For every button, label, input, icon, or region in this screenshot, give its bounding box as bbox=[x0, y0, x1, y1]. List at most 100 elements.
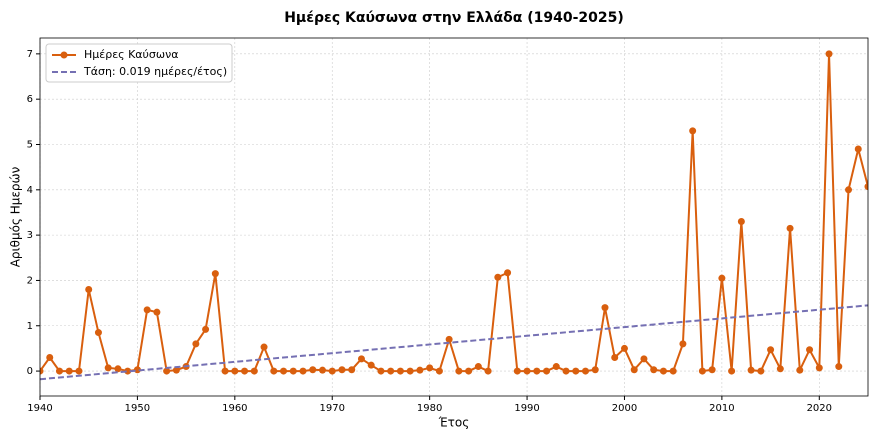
point bbox=[864, 183, 868, 191]
point bbox=[328, 367, 336, 375]
chart-title: Ημέρες Καύσωνα στην Ελλάδα (1940-2025) bbox=[284, 10, 624, 26]
point bbox=[504, 269, 512, 277]
x-tick-label: 1940 bbox=[27, 403, 52, 414]
x-tick-label: 2020 bbox=[807, 403, 832, 414]
point bbox=[552, 363, 560, 371]
point bbox=[94, 329, 102, 337]
point bbox=[601, 304, 609, 312]
point bbox=[806, 346, 814, 354]
point bbox=[669, 367, 677, 375]
point bbox=[65, 367, 73, 375]
point bbox=[367, 361, 375, 369]
point bbox=[796, 366, 804, 374]
point bbox=[396, 367, 404, 375]
point bbox=[689, 127, 697, 135]
point bbox=[611, 353, 619, 361]
point bbox=[533, 367, 541, 375]
point bbox=[172, 366, 180, 374]
x-tick-label: 1980 bbox=[417, 403, 442, 414]
x-tick-label: 1990 bbox=[514, 403, 539, 414]
point bbox=[192, 340, 200, 348]
point bbox=[85, 286, 93, 294]
point bbox=[786, 224, 794, 232]
point bbox=[280, 367, 288, 375]
point bbox=[241, 367, 249, 375]
x-axis-label: Έτος bbox=[438, 416, 470, 430]
point bbox=[377, 367, 385, 375]
legend-label: Ημέρες Καύσωνα bbox=[84, 48, 179, 61]
point bbox=[202, 325, 210, 333]
point bbox=[357, 355, 365, 363]
x-tick-label: 2000 bbox=[612, 403, 637, 414]
point bbox=[221, 367, 229, 375]
point bbox=[718, 274, 726, 282]
point bbox=[338, 366, 346, 374]
y-tick-label: 6 bbox=[27, 94, 33, 105]
point bbox=[416, 366, 424, 374]
point bbox=[445, 335, 453, 343]
y-axis-label: Αριθμός Ημερών bbox=[9, 166, 23, 267]
x-tick-label: 2010 bbox=[709, 403, 734, 414]
point bbox=[728, 367, 736, 375]
point bbox=[46, 353, 54, 361]
point bbox=[591, 366, 599, 374]
point bbox=[679, 340, 687, 348]
y-tick-label: 1 bbox=[27, 321, 33, 332]
x-tick-label: 1950 bbox=[125, 403, 150, 414]
y-tick-label: 2 bbox=[27, 275, 33, 286]
point bbox=[318, 366, 326, 374]
point bbox=[757, 367, 765, 375]
point bbox=[835, 363, 843, 371]
point bbox=[659, 367, 667, 375]
point bbox=[630, 366, 638, 374]
point bbox=[650, 366, 658, 374]
y-tick-label: 5 bbox=[27, 139, 33, 150]
point bbox=[114, 365, 122, 373]
point bbox=[582, 367, 590, 375]
point bbox=[562, 367, 570, 375]
point bbox=[776, 365, 784, 373]
point bbox=[143, 306, 151, 314]
point bbox=[40, 367, 44, 375]
point bbox=[484, 367, 492, 375]
point bbox=[231, 367, 239, 375]
point bbox=[163, 367, 171, 375]
point bbox=[640, 355, 648, 363]
point bbox=[698, 367, 706, 375]
point bbox=[455, 367, 463, 375]
point bbox=[620, 344, 628, 352]
x-tick-label: 1960 bbox=[222, 403, 247, 414]
legend-box bbox=[45, 43, 233, 83]
y-tick-label: 0 bbox=[27, 366, 33, 377]
point bbox=[513, 367, 521, 375]
point bbox=[767, 346, 775, 354]
point bbox=[845, 186, 853, 194]
point bbox=[465, 367, 473, 375]
series-line bbox=[40, 304, 868, 381]
point bbox=[124, 367, 132, 375]
legend-marker bbox=[60, 51, 68, 59]
legend-label: Τάση: 0.019 ημέρες/έτος) bbox=[83, 65, 227, 78]
point bbox=[737, 218, 745, 226]
point bbox=[348, 366, 356, 374]
point bbox=[474, 363, 482, 371]
point bbox=[299, 367, 307, 375]
point bbox=[747, 366, 755, 374]
point bbox=[153, 308, 161, 316]
point bbox=[75, 367, 83, 375]
point bbox=[825, 50, 833, 58]
plot-frame bbox=[39, 37, 869, 397]
point bbox=[387, 367, 395, 375]
point bbox=[250, 367, 258, 375]
point bbox=[406, 367, 414, 375]
point bbox=[523, 367, 531, 375]
y-tick-label: 4 bbox=[27, 185, 33, 196]
point bbox=[494, 273, 502, 281]
point bbox=[572, 367, 580, 375]
point bbox=[104, 364, 112, 372]
y-tick-label: 3 bbox=[27, 230, 33, 241]
point bbox=[309, 366, 317, 374]
point bbox=[435, 367, 443, 375]
point bbox=[815, 364, 823, 372]
